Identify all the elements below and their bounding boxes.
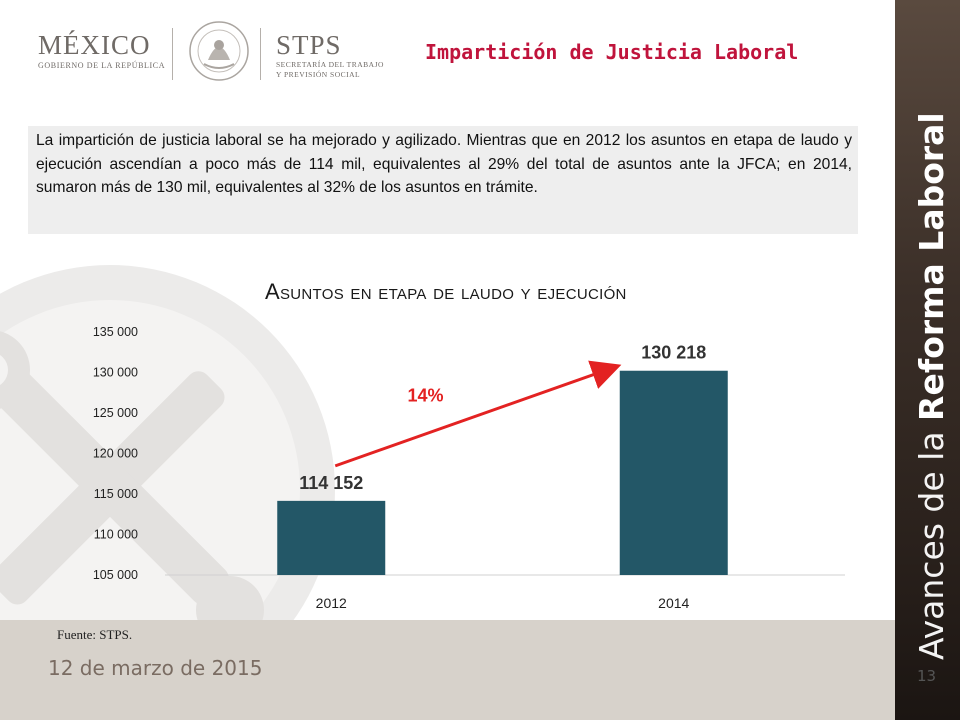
logo-mexico-subtitle: GOBIERNO DE LA REPÚBLICA — [38, 61, 166, 70]
logo-stps: STPS SECRETARÍA DEL TRABAJO Y PREVISIÓN … — [276, 30, 406, 80]
page-number: 13 — [917, 667, 937, 685]
x-tick-label: 2012 — [316, 595, 347, 611]
intro-text: La impartición de justicia laboral se ha… — [36, 132, 852, 196]
source-note: Fuente: STPS. — [57, 627, 133, 642]
tools-watermark-icon — [0, 265, 335, 715]
y-tick-label: 120 000 — [93, 447, 138, 461]
logo-divider — [172, 28, 173, 80]
logo-mexico-name: MÉXICO — [38, 30, 151, 60]
presentation-date: 12 de marzo de 2015 — [48, 656, 263, 680]
sidebar-title-light: Avances de la — [912, 420, 951, 660]
logo-mexico: MÉXICO GOBIERNO DE LA REPÚBLICA — [38, 30, 168, 72]
page-title: Impartición de Justicia Laboral — [425, 40, 799, 64]
y-tick-label: 125 000 — [93, 406, 138, 420]
chart-title: Asuntos en etapa de laudo y ejecución — [265, 279, 627, 304]
y-tick-label: 110 000 — [94, 528, 138, 542]
sidebar-title: Avances de la Reforma Laboral — [912, 100, 952, 660]
intro-box: La impartición de justicia laboral se ha… — [28, 126, 858, 234]
logo-stps-subtitle-1: SECRETARÍA DEL TRABAJO — [276, 60, 384, 69]
logo-divider — [260, 28, 261, 80]
footer-band — [0, 620, 895, 720]
bar — [277, 500, 386, 575]
sidebar-title-bold: Reforma Laboral — [912, 112, 951, 421]
bar-value-label: 114 152 — [299, 473, 363, 493]
growth-percentage-label: 14% — [407, 385, 443, 405]
y-tick-label: 105 000 — [93, 568, 138, 582]
x-tick-label: 2014 — [658, 595, 689, 611]
y-tick-label: 115 000 — [94, 487, 138, 501]
logo-stps-subtitle-2: Y PREVISIÓN SOCIAL — [276, 70, 361, 79]
sidebar-band — [895, 0, 960, 720]
y-tick-label: 135 000 — [93, 325, 138, 339]
bar — [619, 370, 728, 575]
national-seal-icon — [189, 21, 249, 81]
bar-value-label: 130 218 — [641, 343, 706, 363]
y-tick-label: 130 000 — [93, 366, 138, 380]
logo-stps-name: STPS — [276, 30, 342, 60]
growth-arrow — [334, 360, 622, 468]
bar-chart: 105 000 110 000 115 000 120 000 125 000 130 0… — [93, 325, 845, 611]
